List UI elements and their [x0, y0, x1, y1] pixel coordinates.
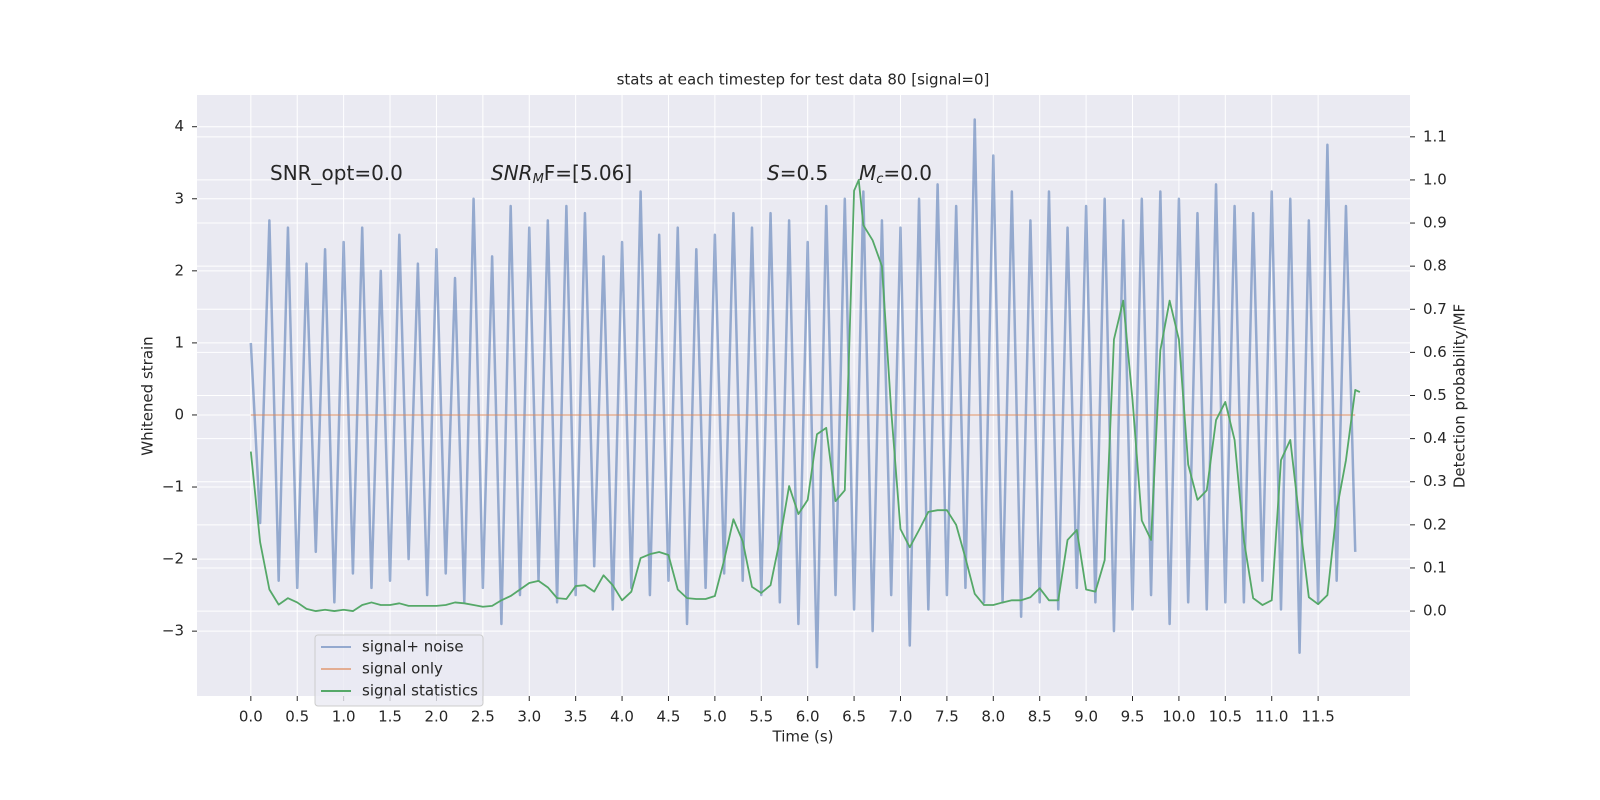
y2-tick-label: 0.4	[1423, 429, 1447, 447]
y-tick-label: 2	[174, 261, 184, 279]
annotation: Mc=0.0	[859, 161, 932, 187]
y2-tick-label: 0.5	[1423, 386, 1447, 404]
x-tick-label: 1.5	[378, 708, 402, 726]
annotation: SNR_opt=0.0	[270, 161, 403, 185]
y-tick-label: 3	[174, 189, 184, 207]
y-tick-label: 0	[174, 405, 184, 423]
x-tick-label: 1.0	[332, 708, 356, 726]
annotation-text: =0.0	[883, 161, 932, 185]
x-tick-label: 8.5	[1028, 708, 1052, 726]
x-tick-label: 3.0	[517, 708, 541, 726]
annotation-text: =0.5	[780, 161, 829, 185]
annotation-subscript: M	[533, 172, 544, 187]
x-tick-label: 0.0	[239, 708, 263, 726]
series-line	[249, 179, 1361, 612]
legend-label: signal only	[362, 660, 443, 678]
annotation-text: S	[767, 161, 780, 185]
legend-box	[314, 634, 484, 707]
x-tick-label: 10.5	[1209, 708, 1242, 726]
legend-label: signal statistics	[362, 682, 478, 700]
x-tick-label: 0.5	[285, 708, 309, 726]
x-axis-label: Time (s)	[772, 728, 834, 746]
x-tick-label: 6.0	[796, 708, 820, 726]
y-tick-label: −3	[162, 622, 184, 640]
y-tick-label: −2	[162, 550, 184, 568]
legend-label: signal+ noise	[362, 638, 464, 656]
annotation-subscript: c	[876, 172, 883, 187]
annotation: SNRMF=[5.06]	[491, 161, 632, 187]
x-tick-label: 2.0	[425, 708, 449, 726]
x-tick-label: 4.5	[657, 708, 681, 726]
x-tick-label: 3.5	[564, 708, 588, 726]
y2-tick-label: 0.6	[1423, 343, 1447, 361]
x-tick-label: 5.0	[703, 708, 727, 726]
y2-tick-label: 0.1	[1423, 558, 1447, 576]
legend: signal+ noise signal only signal statistic…	[314, 634, 484, 707]
y2-tick-label: 0.3	[1423, 472, 1447, 490]
x-tick-label: 9.0	[1074, 708, 1098, 726]
annotation-text: SNR	[491, 161, 533, 185]
x-tick-label: 5.5	[749, 708, 773, 726]
x-tick-label: 11.0	[1255, 708, 1288, 726]
y2-tick-label: 1.0	[1423, 170, 1447, 188]
chart-title: stats at each timestep for test data 80 …	[617, 71, 990, 89]
y-tick-label: −1	[162, 478, 184, 496]
lines	[249, 118, 1361, 669]
x-tick-label: 7.5	[935, 708, 959, 726]
y2-tick-label: 1.1	[1423, 127, 1447, 145]
series-line	[249, 118, 1357, 669]
x-tick-label: 6.5	[842, 708, 866, 726]
x-tick-label: 11.5	[1301, 708, 1334, 726]
annotation-text: SNR_opt=0.0	[270, 161, 403, 185]
y2-tick-label: 0.9	[1423, 214, 1447, 232]
annotation-text: F=[5.06]	[544, 161, 632, 185]
y2-tick-label: 0.7	[1423, 300, 1447, 318]
x-tick-label: 9.5	[1121, 708, 1145, 726]
x-tick-label: 10.0	[1162, 708, 1195, 726]
y2-tick-label: 0.0	[1423, 602, 1447, 620]
x-tick-label: 2.5	[471, 708, 495, 726]
y2-tick-label: 0.8	[1423, 257, 1447, 275]
x-tick-label: 7.0	[889, 708, 913, 726]
y-tick-label: 1	[174, 333, 184, 351]
ticks: 0.0 0.5 1.0 1.5 2.0 2.5 3.0 3.5 4.0 4.5 5.0 5.5 6.0 6…	[162, 117, 1447, 725]
y-tick-label: 4	[174, 117, 184, 135]
annotation-text: M	[859, 161, 876, 185]
annotation: S=0.5	[767, 161, 828, 185]
y-axis-label: Whitened strain	[139, 336, 157, 455]
y2-tick-label: 0.2	[1423, 515, 1447, 533]
x-tick-label: 4.0	[610, 708, 634, 726]
x-tick-label: 8.0	[981, 708, 1005, 726]
y2-axis-label: Detection probability/MF	[1451, 304, 1469, 488]
